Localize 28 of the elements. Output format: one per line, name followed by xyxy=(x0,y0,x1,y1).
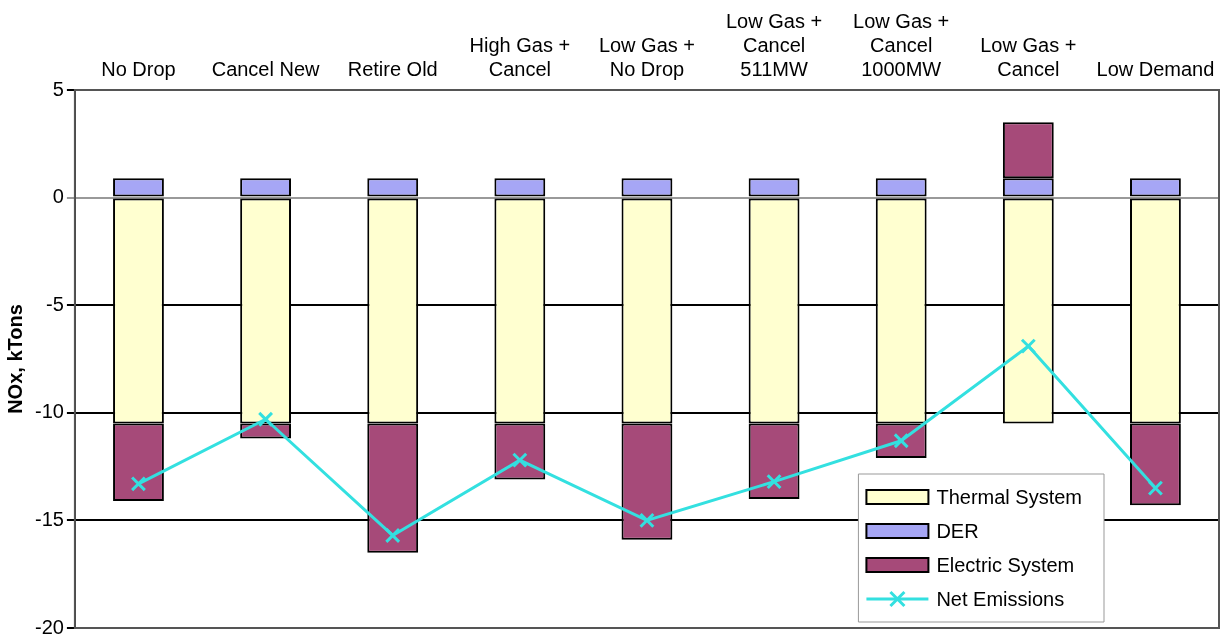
point xyxy=(511,452,528,469)
x-tick-label: High Gas + Cancel xyxy=(469,33,571,80)
x-tick-label: Low Gas + Cancel xyxy=(980,33,1077,80)
x-tick-label: Cancel New xyxy=(211,57,321,80)
point xyxy=(130,475,147,492)
x-tick-label: Low Gas + No Drop xyxy=(598,33,696,80)
legend-label: Electric System xyxy=(936,553,1075,576)
legend-label: DER xyxy=(936,519,979,542)
x-tick-label: Retire Old xyxy=(347,57,438,80)
legend-label: Thermal System xyxy=(936,485,1083,508)
y-axis-title: NOx, kTons xyxy=(3,304,26,414)
point xyxy=(639,512,655,529)
x-tick-label: Low Demand xyxy=(1096,57,1215,80)
point xyxy=(1147,480,1164,496)
y-tick-label: -15 xyxy=(35,507,64,530)
y-tick-label: -5 xyxy=(46,292,64,315)
point xyxy=(766,473,782,490)
x-tick-label: No Drop xyxy=(101,57,176,80)
y-tick-label: 0 xyxy=(52,185,64,208)
x-tick-label: Low Gas + Cancel 1000MW xyxy=(853,9,950,80)
legend-label: Net Emissions xyxy=(936,587,1065,610)
y-tick-label: 5 xyxy=(52,77,64,100)
point xyxy=(384,527,401,544)
point xyxy=(1020,338,1037,354)
point xyxy=(257,411,274,428)
y-tick-label: -20 xyxy=(35,615,64,638)
x-tick-label: Low Gas + Cancel 511MW xyxy=(725,9,823,80)
y-tick-label: -10 xyxy=(35,400,64,423)
